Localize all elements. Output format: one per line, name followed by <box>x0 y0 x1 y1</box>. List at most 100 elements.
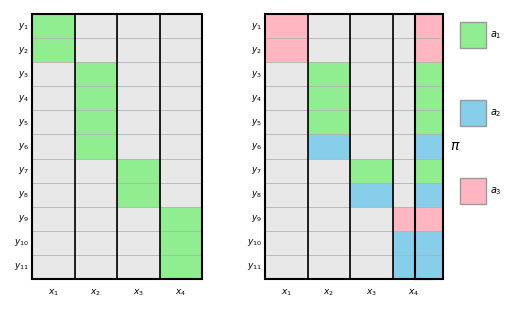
Bar <box>350 62 393 86</box>
Bar <box>32 255 75 279</box>
Bar <box>265 38 308 62</box>
Text: $y_2$: $y_2$ <box>18 45 29 56</box>
Bar <box>415 134 443 158</box>
Bar <box>32 134 75 158</box>
Bar <box>117 183 160 207</box>
Bar <box>393 86 435 110</box>
Bar <box>415 14 443 38</box>
Bar <box>265 62 308 86</box>
Bar <box>265 14 435 279</box>
Bar <box>393 207 435 231</box>
Bar <box>265 14 308 38</box>
Text: $x_3$: $x_3$ <box>133 287 144 298</box>
Bar <box>460 100 486 126</box>
Bar <box>350 14 393 38</box>
Text: $x_2$: $x_2$ <box>90 287 101 298</box>
Bar <box>117 158 160 183</box>
Bar <box>393 110 435 134</box>
Bar <box>393 255 435 279</box>
Bar <box>117 134 160 158</box>
Bar <box>460 178 486 204</box>
Bar <box>75 38 117 62</box>
Bar <box>308 38 350 62</box>
Bar <box>32 231 75 255</box>
Bar <box>75 231 117 255</box>
Bar <box>75 134 117 158</box>
Bar <box>308 86 350 110</box>
Bar <box>415 62 443 86</box>
Bar <box>75 86 117 110</box>
Text: $a_1$: $a_1$ <box>490 29 502 41</box>
Text: $y_5$: $y_5$ <box>18 117 29 128</box>
Bar <box>75 62 117 86</box>
Bar <box>265 134 308 158</box>
Bar <box>75 110 117 134</box>
Text: $y_3$: $y_3$ <box>251 69 262 80</box>
Text: $x_3$: $x_3$ <box>366 287 377 298</box>
Bar <box>415 110 443 134</box>
Bar <box>265 110 308 134</box>
Bar <box>415 38 443 62</box>
Bar <box>265 207 308 231</box>
Bar <box>308 231 350 255</box>
Text: $y_1$: $y_1$ <box>18 21 29 32</box>
Bar <box>308 134 350 158</box>
Bar <box>415 183 443 207</box>
Text: $y_7$: $y_7$ <box>18 165 29 176</box>
Text: $y_{11}$: $y_{11}$ <box>247 261 262 272</box>
Text: $y_4$: $y_4$ <box>18 93 29 104</box>
Bar <box>308 255 350 279</box>
Text: $y_9$: $y_9$ <box>18 213 29 224</box>
Text: $x_4$: $x_4$ <box>408 287 419 298</box>
Bar <box>160 255 202 279</box>
Bar <box>32 38 75 62</box>
Bar <box>32 14 202 279</box>
Bar <box>75 183 117 207</box>
Bar <box>160 207 202 231</box>
Bar <box>415 231 443 255</box>
Bar <box>265 158 308 183</box>
Bar <box>308 207 350 231</box>
Text: $y_1$: $y_1$ <box>251 21 262 32</box>
Bar <box>32 207 75 231</box>
Bar <box>160 134 202 158</box>
Bar <box>265 86 308 110</box>
Bar <box>117 255 160 279</box>
Bar <box>415 158 443 183</box>
Text: $y_5$: $y_5$ <box>251 117 262 128</box>
Bar <box>117 62 160 86</box>
Bar <box>160 14 202 38</box>
Bar <box>350 255 393 279</box>
Bar <box>75 207 117 231</box>
Bar <box>350 183 393 207</box>
Bar <box>117 86 160 110</box>
Bar <box>308 62 350 86</box>
Bar <box>32 14 75 38</box>
Text: $y_8$: $y_8$ <box>251 189 262 200</box>
Bar <box>308 14 350 38</box>
Text: $y_6$: $y_6$ <box>18 141 29 152</box>
Bar <box>393 38 435 62</box>
Text: $x_1$: $x_1$ <box>281 287 292 298</box>
Bar <box>117 14 160 38</box>
Text: $a_2$: $a_2$ <box>490 107 502 119</box>
Bar <box>415 14 443 279</box>
Text: $a_3$: $a_3$ <box>490 185 502 197</box>
Bar <box>460 22 486 48</box>
Bar <box>415 207 443 231</box>
Bar <box>75 255 117 279</box>
Bar <box>160 86 202 110</box>
Bar <box>350 38 393 62</box>
Text: $y_3$: $y_3$ <box>18 69 29 80</box>
Bar <box>75 158 117 183</box>
Bar <box>350 207 393 231</box>
Bar <box>415 255 443 279</box>
Bar <box>75 14 117 38</box>
Bar <box>308 158 350 183</box>
Bar <box>393 183 435 207</box>
Text: $y_8$: $y_8$ <box>18 189 29 200</box>
Bar <box>32 86 75 110</box>
Text: $x_1$: $x_1$ <box>48 287 59 298</box>
Bar <box>265 255 308 279</box>
Bar <box>160 38 202 62</box>
